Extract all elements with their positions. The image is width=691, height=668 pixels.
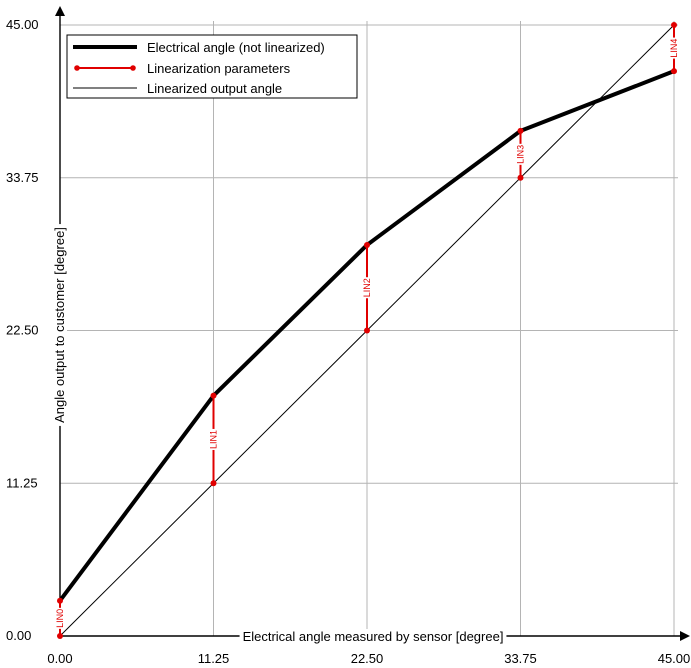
linearization-label-bg	[515, 143, 526, 165]
linearization-point-electrical	[671, 68, 677, 75]
legend-swatch-dot-right	[130, 65, 136, 71]
y-tick-label: 0.00	[6, 628, 31, 643]
linearization-point-linearized	[57, 633, 63, 639]
y-axis-title-bg	[52, 224, 67, 426]
x-tick-label: 45.00	[658, 651, 691, 666]
legend-label-electrical: Electrical angle (not linearized)	[147, 40, 325, 55]
y-tick-label: 22.50	[6, 323, 39, 338]
x-tick-label: 22.50	[351, 651, 384, 666]
linearization-label: LIN4	[669, 39, 679, 58]
linearization-point-electrical	[517, 127, 524, 134]
y-axis-arrow	[55, 6, 65, 16]
linearization-label: LIN2	[362, 278, 372, 297]
linearization-point-electrical	[364, 241, 370, 248]
linearization-label: LIN3	[516, 145, 526, 164]
linearization-point-electrical	[57, 597, 63, 604]
linearization-point-electrical	[210, 392, 217, 399]
y-tick-label: 33.75	[6, 170, 39, 185]
linearization-point-linearized	[210, 480, 217, 487]
x-axis-title-bg	[239, 629, 507, 644]
axis-layer: 0.00 11.25 22.50 33.75 45.00 0.00 11.25 22.50 33…	[6, 6, 690, 666]
x-axis-title: Electrical angle measured by sensor [deg…	[243, 629, 504, 644]
linearization-label-bg	[362, 277, 372, 299]
y-tick-label: 45.00	[6, 17, 39, 32]
linearization-label-bg	[208, 428, 219, 450]
linearization-point-linearized	[671, 22, 677, 28]
linearization-label: LIN1	[209, 430, 219, 449]
x-tick-label: 11.25	[198, 651, 230, 666]
linearization-label-bg	[55, 607, 65, 629]
y-tick-label: 11.25	[6, 475, 38, 490]
legend: Electrical angle (not linearized) Linear…	[66, 34, 358, 99]
y-axis-title: Angle output to customer [degree]	[52, 227, 67, 423]
linearization-label-bg	[669, 37, 679, 59]
x-tick-label: 33.75	[504, 651, 537, 666]
linearization-point-linearized	[517, 174, 524, 181]
x-tick-label: 0.00	[47, 651, 72, 666]
legend-swatch-dot-left	[74, 65, 80, 71]
legend-label-linearized: Linearized output angle	[147, 81, 282, 96]
linearization-label: LIN0	[55, 609, 65, 628]
x-axis-arrow	[680, 631, 690, 641]
legend-label-linearization: Linearization parameters	[147, 61, 291, 76]
linearization-layer: LIN0 LIN1 LIN2 LIN3 LIN4	[55, 22, 679, 639]
linearization-point-linearized	[364, 327, 370, 334]
